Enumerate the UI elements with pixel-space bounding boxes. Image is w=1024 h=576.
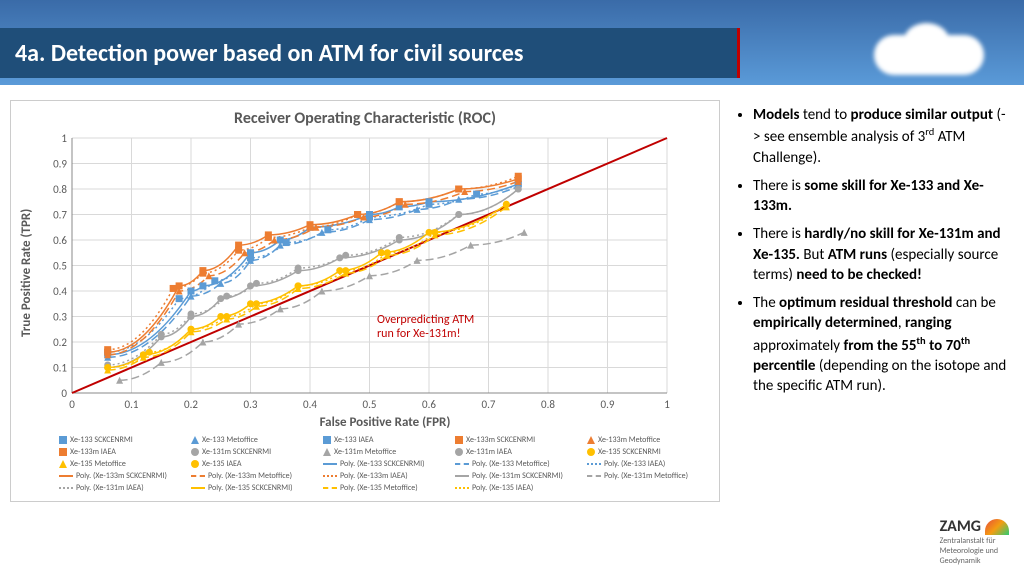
x-axis-label: False Positive Rate (FPR) xyxy=(59,415,711,430)
legend-item: Poly. (Xe-135 IAEA) xyxy=(455,483,579,493)
svg-text:0.8: 0.8 xyxy=(53,183,67,196)
svg-text:0.5: 0.5 xyxy=(363,398,377,411)
legend-item: Xe-131m SCKCENRMI xyxy=(191,447,315,457)
legend-item: Xe-135 Metoffice xyxy=(59,459,183,469)
slide-title: 4a. Detection power based on ATM for civ… xyxy=(15,39,523,68)
legend-item: Poly. (Xe-133 Metoffice) xyxy=(455,459,579,469)
legend-item: Xe-131m Metoffice xyxy=(323,447,447,457)
legend-item: Poly. (Xe-133m IAEA) xyxy=(323,471,447,481)
title-bar: 4a. Detection power based on ATM for civ… xyxy=(0,28,740,78)
chart-box: Receiver Operating Characteristic (ROC) … xyxy=(10,100,720,502)
legend-item: Poly. (Xe-133m Metoffice) xyxy=(191,471,315,481)
legend-item: Poly. (Xe-131m Metoffice) xyxy=(587,471,711,481)
legend-item: Xe-133m SCKCENRMI xyxy=(455,435,579,445)
bullet-item: There is some skill for Xe-133 and Xe-13… xyxy=(753,176,1009,217)
bullet-points: Models tend to produce similar output (-… xyxy=(730,95,1024,576)
svg-text:0: 0 xyxy=(69,398,75,411)
bullet-item: The optimum residual threshold can be em… xyxy=(753,293,1009,396)
plot-area: 0 0.1 0.2 0.3 0.4 0.5 0.6 0.7 0.8 0.9 1 0 0.1 0.2 0.3 0… xyxy=(37,133,677,413)
chart-annotation: Overpredicting ATM run for Xe-131m! xyxy=(377,313,474,342)
svg-text:0.4: 0.4 xyxy=(303,398,317,411)
svg-text:0.9: 0.9 xyxy=(53,158,67,171)
legend-item: Poly. (Xe-133m SCKCENRMI) xyxy=(59,471,183,481)
svg-text:1: 1 xyxy=(664,398,670,411)
roc-chart-svg: 0 0.1 0.2 0.3 0.4 0.5 0.6 0.7 0.8 0.9 1 0 0.1 0.2 0.3 0… xyxy=(37,133,677,413)
svg-text:1: 1 xyxy=(61,133,67,145)
legend-item: Poly. (Xe-135 SCKCENRMI) xyxy=(191,483,315,493)
chart-area: Receiver Operating Characteristic (ROC) … xyxy=(0,95,730,576)
svg-text:0.3: 0.3 xyxy=(244,398,258,411)
logo-arc-icon xyxy=(985,519,1009,535)
chart-legend: Xe-133 SCKCENRMI Xe-133 Metoffice Xe-133 I… xyxy=(59,435,711,493)
svg-text:0.8: 0.8 xyxy=(541,398,555,411)
chart-title: Receiver Operating Characteristic (ROC) xyxy=(19,109,711,128)
legend-item: Xe-133 SCKCENRMI xyxy=(59,435,183,445)
legend-item: Xe-133m Metoffice xyxy=(587,435,711,445)
svg-text:0: 0 xyxy=(61,387,67,400)
svg-text:0.3: 0.3 xyxy=(53,311,67,324)
legend-item: Poly. (Xe-131m SCKCENRMI) xyxy=(455,471,579,481)
svg-text:0.7: 0.7 xyxy=(53,209,67,222)
cloud-decoration xyxy=(874,35,984,75)
svg-text:0.1: 0.1 xyxy=(125,398,139,411)
svg-text:0.2: 0.2 xyxy=(53,336,67,349)
zamg-logo: ZAMG Zentralanstalt für Meteorologie und… xyxy=(940,517,1009,566)
y-axis-label: True Positive Rate (TPR) xyxy=(19,133,37,413)
legend-item: Xe-135 SCKCENRMI xyxy=(587,447,711,457)
svg-text:0.6: 0.6 xyxy=(422,398,436,411)
main-content: Receiver Operating Characteristic (ROC) … xyxy=(0,95,1024,576)
svg-text:0.5: 0.5 xyxy=(53,260,67,273)
legend-item: Xe-135 IAEA xyxy=(191,459,315,469)
bullet-item: There is hardly/no skill for Xe-131m and… xyxy=(753,224,1009,285)
legend-item: Poly. (Xe-135 Metoffice) xyxy=(323,483,447,493)
legend-item: Poly. (Xe-133 SCKCENRMI) xyxy=(323,459,447,469)
svg-text:0.2: 0.2 xyxy=(184,398,198,411)
svg-text:0.7: 0.7 xyxy=(482,398,496,411)
bullet-item: Models tend to produce similar output (-… xyxy=(753,105,1009,168)
svg-text:0.4: 0.4 xyxy=(53,285,67,298)
legend-item: Xe-133 Metoffice xyxy=(191,435,315,445)
legend-item: Xe-133m IAEA xyxy=(59,447,183,457)
legend-item: Poly. (Xe-131m IAEA) xyxy=(59,483,183,493)
legend-item: Poly. (Xe-133 IAEA) xyxy=(587,459,711,469)
legend-item: Xe-133 IAEA xyxy=(323,435,447,445)
svg-text:0.1: 0.1 xyxy=(53,362,67,375)
legend-item: Xe-131m IAEA xyxy=(455,447,579,457)
svg-text:0.9: 0.9 xyxy=(601,398,615,411)
svg-text:0.6: 0.6 xyxy=(53,234,67,247)
